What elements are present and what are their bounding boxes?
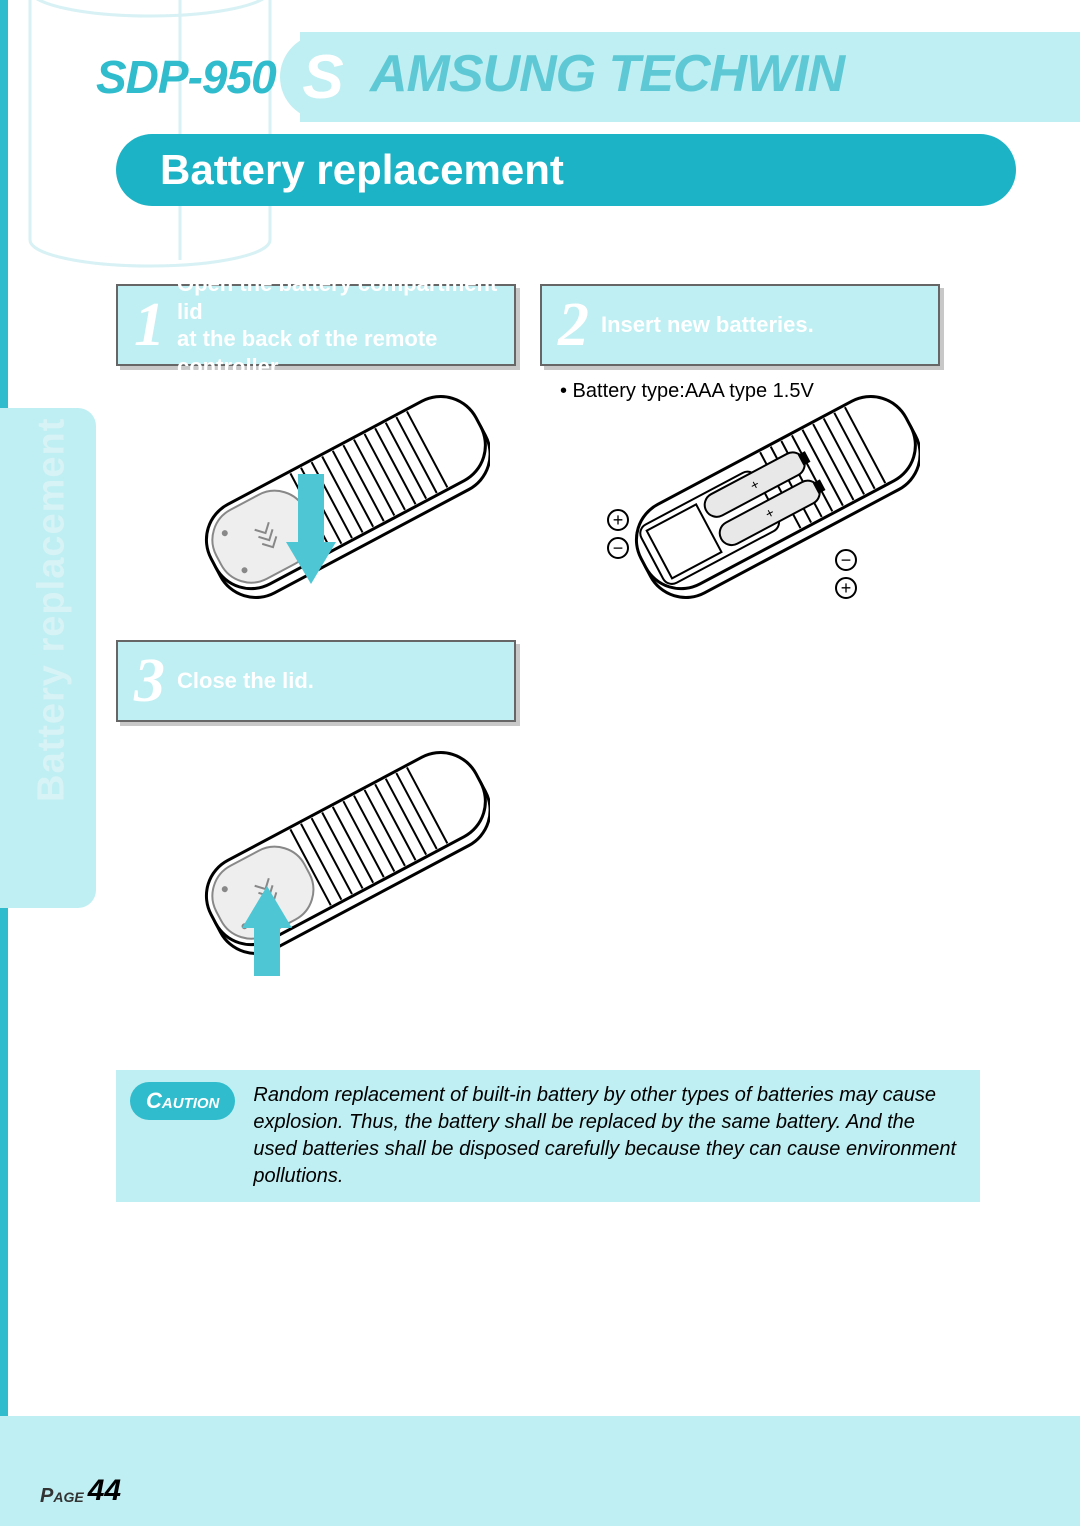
sidebar-label: Battery replacement (12, 418, 92, 898)
step-2-line1: Insert new batteries. (601, 312, 814, 337)
diagram-insert-batteries: + + + − + − (570, 384, 920, 634)
step-2-number: 2 (558, 294, 589, 356)
step-1-line2: at the back of the remote controller. (177, 326, 437, 379)
step-3-box: 3 Close the lid. (116, 640, 516, 722)
step-3-number: 3 (134, 650, 165, 712)
svg-text:−: − (613, 538, 624, 558)
model-number: SDP-950 (96, 50, 276, 104)
svg-text:+: + (613, 510, 624, 530)
diagram-close-lid (140, 740, 490, 990)
page-label: Page (40, 1485, 84, 1508)
step-1-number: 1 (134, 294, 165, 356)
svg-text:+: + (841, 578, 852, 598)
step-1-box: 1 Open the battery compartment lid at th… (116, 284, 516, 366)
page-title: Battery replacement (116, 134, 1016, 206)
step-2-text: Insert new batteries. (601, 311, 814, 339)
caution-label: Caution (130, 1082, 235, 1120)
step-3-text: Close the lid. (177, 667, 314, 695)
caution-text: Random replacement of built-in battery b… (253, 1082, 962, 1190)
step-3-line1: Close the lid. (177, 668, 314, 693)
diagram-open-lid (140, 384, 490, 634)
brand-s-circle: S (280, 34, 366, 120)
step-1-text: Open the battery compartment lid at the … (177, 270, 514, 380)
step-2-box: 2 Insert new batteries. (540, 284, 940, 366)
caution-box: Caution Random replacement of built-in b… (116, 1070, 980, 1202)
page-title-text: Battery replacement (160, 146, 564, 194)
manual-page: SDP-950 S AMSUNG TECHWIN Battery replace… (0, 0, 1080, 1526)
page-footer: Page 44 (0, 1416, 1080, 1526)
brand-name: AMSUNG TECHWIN (370, 44, 844, 104)
page-number: 44 (88, 1474, 121, 1508)
brand-initial: S (302, 42, 343, 113)
step-1-line1: Open the battery compartment lid (177, 271, 497, 324)
svg-text:−: − (841, 550, 852, 570)
